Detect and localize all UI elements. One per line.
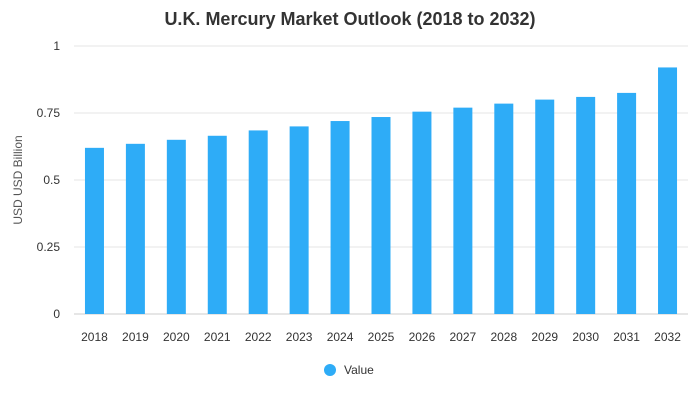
x-tick-label: 2032: [654, 330, 681, 344]
y-tick-label: 1: [53, 39, 60, 53]
legend-label: Value: [344, 363, 374, 377]
bar-2027[interactable]: [453, 107, 473, 314]
bars: [84, 67, 678, 315]
y-axis-title: USD USD Billion: [11, 135, 25, 224]
bar-2021[interactable]: [207, 135, 227, 314]
x-tick-label: 2018: [81, 330, 108, 344]
x-tick-label: 2027: [450, 330, 477, 344]
x-axis-ticks: 2018 2019 2020 2021 2022 2023 2024 2025 2026 2027…: [81, 330, 681, 344]
bar-2032[interactable]: [658, 67, 678, 314]
bar-2029[interactable]: [535, 99, 555, 314]
x-tick-label: 2026: [409, 330, 436, 344]
chart-title: U.K. Mercury Market Outlook (2018 to 203…: [164, 9, 535, 29]
y-tick-label: 0: [53, 307, 60, 321]
y-tick-label: 0.25: [37, 240, 61, 254]
y-axis-ticks: 0 0.25 0.5 0.75 1: [37, 39, 61, 321]
x-tick-label: 2029: [531, 330, 558, 344]
y-tick-label: 0.75: [37, 106, 61, 120]
legend-swatch: [324, 364, 336, 376]
x-tick-label: 2023: [286, 330, 313, 344]
bar-2031[interactable]: [617, 92, 637, 315]
bar-2030[interactable]: [576, 96, 596, 314]
bar-2023[interactable]: [289, 126, 309, 315]
bar-2024[interactable]: [330, 121, 350, 314]
x-tick-label: 2028: [490, 330, 517, 344]
bar-2020[interactable]: [166, 139, 186, 314]
x-tick-label: 2031: [613, 330, 640, 344]
bar-2018[interactable]: [84, 147, 104, 314]
x-tick-label: 2019: [122, 330, 149, 344]
bar-2026[interactable]: [412, 111, 432, 314]
legend: Value: [324, 363, 374, 377]
bar-2025[interactable]: [371, 117, 391, 315]
x-tick-label: 2025: [368, 330, 395, 344]
x-tick-label: 2030: [572, 330, 599, 344]
x-tick-label: 2021: [204, 330, 231, 344]
x-tick-label: 2022: [245, 330, 272, 344]
y-tick-label: 0.5: [43, 173, 60, 187]
x-tick-label: 2020: [163, 330, 190, 344]
bar-2022[interactable]: [248, 130, 268, 314]
bar-2019[interactable]: [125, 143, 145, 314]
bar-2028[interactable]: [494, 103, 514, 315]
x-tick-label: 2024: [327, 330, 354, 344]
